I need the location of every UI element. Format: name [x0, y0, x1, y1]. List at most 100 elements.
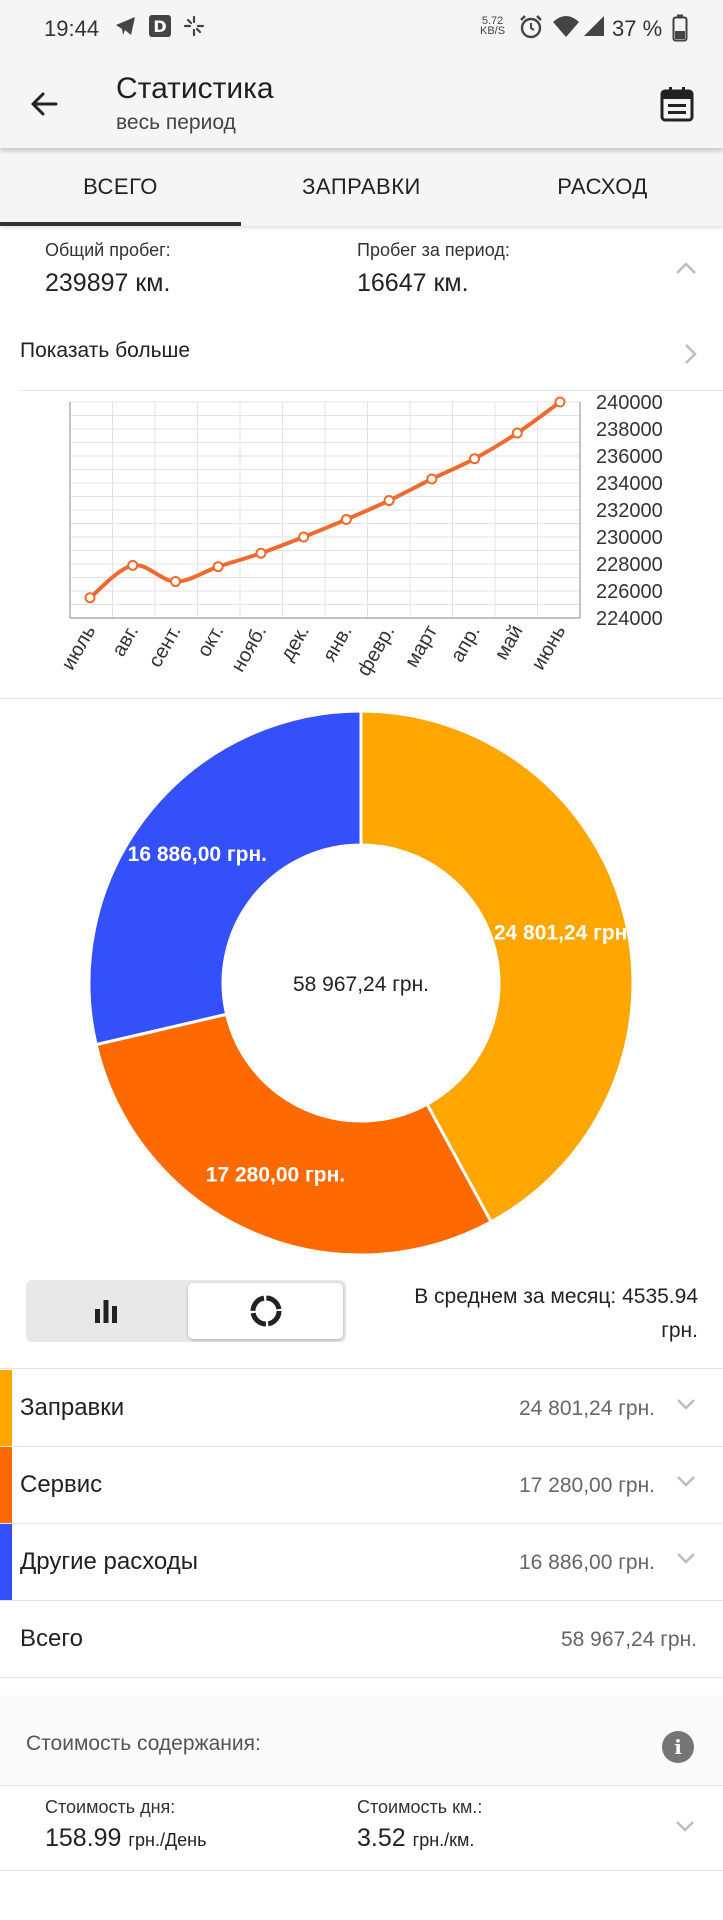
battery-icon [672, 14, 688, 42]
tab-all[interactable]: ВСЕГО [0, 148, 241, 226]
donut-slice[interactable] [87, 709, 363, 1047]
category-amount: 24 801,24 грн. [518, 1397, 655, 1420]
category-amount: 17 280,00 грн. [518, 1474, 655, 1497]
category-row-other[interactable]: Другие расходы 16 886,00 грн. [0, 1524, 723, 1601]
info-icon[interactable]: i [662, 1731, 694, 1763]
divider [20, 390, 723, 391]
show-more-label: Показать больше [20, 339, 191, 362]
cost-per-km-value: 3.52 [357, 1824, 406, 1852]
divider [0, 1870, 723, 1871]
cost-per-day-unit: грн./День [128, 1830, 207, 1850]
back-arrow-icon[interactable] [28, 88, 60, 120]
slice-label: 17 280,00 грн. [206, 1164, 345, 1187]
period-mileage-label: Пробег за период: [357, 240, 510, 260]
chevron-down-icon[interactable] [674, 1818, 696, 1834]
svg-text:D: D [153, 17, 166, 36]
x-tick-label: февр. [353, 622, 399, 681]
divider [0, 1677, 723, 1678]
bar-chart-button[interactable] [29, 1283, 184, 1339]
tab-refuels[interactable]: ЗАПРАВКИ [302, 174, 421, 199]
app-d-icon: D [149, 15, 171, 37]
cost-per-day-value: 158.99 [45, 1824, 122, 1852]
slice-label: 24 801,24 грн. [494, 921, 633, 944]
x-tick-label: июль [57, 622, 100, 674]
divider [0, 1785, 723, 1786]
calendar-icon[interactable] [660, 86, 694, 122]
data-point [383, 495, 395, 507]
cost-header: Стоимость содержания: i [0, 1695, 723, 1785]
category-name: Сервис [20, 1471, 103, 1498]
category-row-refuels[interactable]: Заправки 24 801,24 грн. [0, 1370, 723, 1447]
chevron-down-icon [677, 1553, 695, 1564]
total-mileage: Общий пробег: 239897 км. [45, 240, 171, 298]
x-tick-label: янв. [319, 622, 357, 666]
period-mileage: Пробег за период: 16647 км. [357, 240, 510, 298]
x-tick-label: сент. [144, 622, 185, 672]
data-point [511, 427, 523, 439]
data-point [426, 473, 438, 485]
data-point [212, 561, 224, 573]
total-mileage-label: Общий пробег: [45, 240, 171, 260]
chart-type-toggle [26, 1280, 346, 1342]
cost-per-day-label: Стоимость дня: [45, 1797, 176, 1817]
data-point [127, 559, 139, 571]
status-time: 19:44 [44, 16, 100, 41]
alarm-icon [520, 15, 542, 39]
signal-icon [584, 16, 604, 36]
cost-per-day: Стоимость дня: 158.99 грн./День [45, 1797, 206, 1853]
app-bar: Статистика весь период [0, 58, 723, 148]
data-point [255, 547, 267, 559]
chevron-right-icon [685, 344, 697, 364]
donut-chart-button[interactable] [188, 1283, 343, 1339]
data-point [298, 531, 310, 543]
network-speed: 5.72 KB/S [480, 16, 506, 37]
cost-header-label: Стоимость содержания: [26, 1732, 261, 1755]
cost-per-km: Стоимость км.: 3.52 грн./км. [357, 1797, 482, 1853]
donut-slice[interactable] [359, 709, 635, 1224]
network-speed-unit: KB/S [480, 25, 506, 37]
donut-chart-icon [250, 1295, 282, 1327]
y-tick-label: 226000 [596, 581, 663, 603]
total-label: Всего [20, 1625, 83, 1652]
x-tick-label: март [401, 622, 442, 672]
x-tick-label: окт. [193, 622, 228, 661]
x-tick-label: авг. [108, 622, 143, 661]
divider [0, 698, 723, 699]
data-point [169, 576, 181, 588]
monthly-average: В среднем за месяц: 4535.94 грн. [414, 1285, 698, 1342]
y-tick-label: 234000 [596, 473, 663, 495]
slice-label: 16 886,00 грн. [128, 843, 267, 866]
category-row-service[interactable]: Сервис 17 280,00 грн. [0, 1447, 723, 1524]
expenses-donut-chart: 24 801,24 грн. 17 280,00 грн. 16 886,00 гр… [87, 709, 635, 1257]
chevron-down-icon [677, 1399, 695, 1410]
y-tick-label: 238000 [596, 419, 663, 441]
mileage-line-chart: 240000 238000 236000 234000 232000 230000 2280… [57, 392, 663, 681]
total-row: Всего 58 967,24 грн. [0, 1601, 723, 1678]
y-tick-label: 230000 [596, 527, 663, 549]
telegram-icon [116, 17, 135, 35]
y-tick-label: 224000 [596, 608, 663, 630]
x-tick-label: дек. [276, 622, 314, 665]
data-point [340, 513, 352, 525]
category-amount: 16 886,00 грн. [518, 1551, 655, 1574]
period-mileage-value: 16647 км. [357, 269, 469, 297]
wifi-icon [553, 16, 579, 37]
data-point [469, 453, 481, 465]
y-tick-label: 228000 [596, 554, 663, 576]
donut-slice[interactable] [94, 1012, 494, 1257]
x-tick-label: апр. [447, 622, 485, 666]
show-more-row[interactable]: Показать больше [0, 320, 723, 390]
x-tick-label: май [491, 622, 528, 664]
y-tick-label: 240000 [596, 392, 663, 414]
divider [0, 1523, 723, 1524]
chevron-up-icon[interactable] [674, 260, 698, 276]
tab-bar: ВСЕГО ЗАПРАВКИ РАСХОД [0, 148, 723, 226]
category-name: Другие расходы [20, 1548, 199, 1575]
category-color-bar [0, 1447, 12, 1524]
data-point [554, 396, 566, 408]
bar-chart-icon [95, 1300, 117, 1323]
battery-percent: 37 % [612, 16, 663, 41]
tab-expenses[interactable]: РАСХОД [557, 174, 648, 199]
y-tick-label: 232000 [596, 500, 663, 522]
page-title: Статистика [116, 72, 274, 105]
